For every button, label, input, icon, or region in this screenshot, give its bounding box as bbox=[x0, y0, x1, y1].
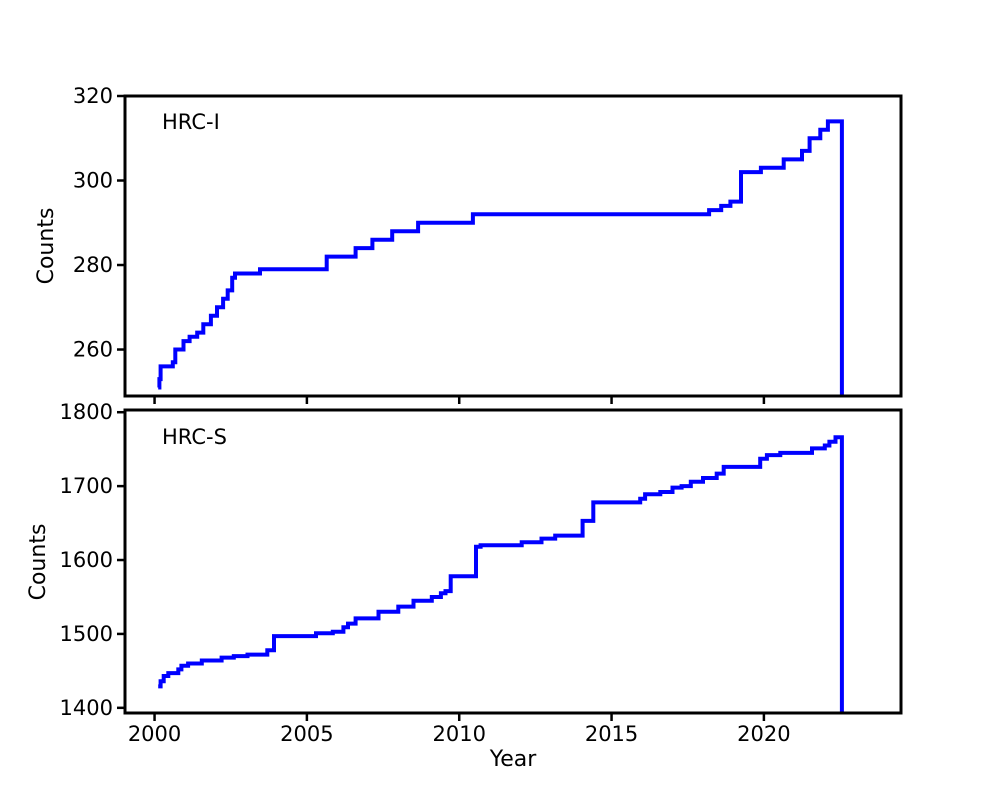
y-tick-label: 1400 bbox=[60, 696, 113, 720]
panel-label-hrc-i: HRC-I bbox=[162, 110, 220, 134]
y-tick-label: 280 bbox=[73, 253, 113, 277]
axes-frame bbox=[123, 94, 903, 398]
y-tick-label: 1500 bbox=[60, 622, 113, 646]
hrc-s-step-line bbox=[158, 435, 844, 713]
x-tick-label: 2015 bbox=[585, 722, 638, 746]
x-tick-label: 2010 bbox=[432, 722, 485, 746]
panel-hrc-s: 1400 1500 1600 1700 1800 2000 2005 2010 2015 2020 bbox=[60, 400, 903, 746]
axes-frame bbox=[123, 408, 903, 715]
y-tick-label: 300 bbox=[73, 169, 113, 193]
panel-label-hrc-s: HRC-S bbox=[162, 425, 227, 449]
y-tick-label: 260 bbox=[73, 338, 113, 362]
x-axis-label: Year bbox=[489, 747, 538, 772]
y-axis-label-top: Counts bbox=[34, 208, 59, 285]
x-tick-label: 2020 bbox=[737, 722, 790, 746]
y-tick-label: 1600 bbox=[60, 548, 113, 572]
chart-panels: 260 280 300 320 1400 1500 1600 1700 1800 2000 2005… bbox=[60, 84, 903, 746]
panel-hrc-i: 260 280 300 320 bbox=[73, 84, 903, 404]
y-axis-label-bottom: Counts bbox=[26, 524, 51, 601]
x-tick-label: 2000 bbox=[128, 722, 181, 746]
y-tick-label: 320 bbox=[73, 84, 113, 108]
x-tick-label: 2005 bbox=[280, 722, 333, 746]
y-tick-label: 1700 bbox=[60, 474, 113, 498]
y-tick-label: 1800 bbox=[60, 400, 113, 424]
hrc-i-step-line bbox=[157, 119, 844, 396]
